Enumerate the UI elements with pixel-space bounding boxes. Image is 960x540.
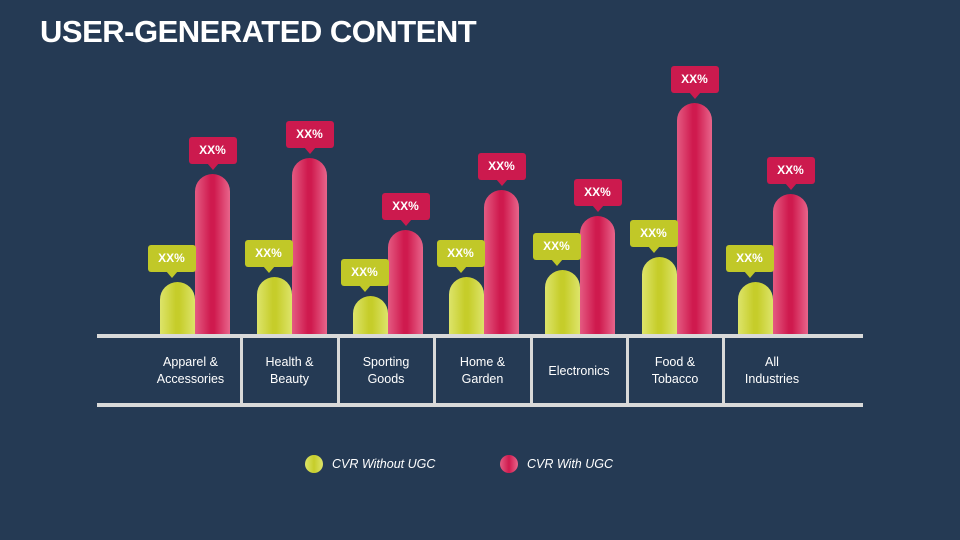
bar-without-ugc bbox=[738, 282, 773, 334]
legend-item-with-ugc: CVR With UGC bbox=[500, 455, 613, 473]
category-label-line2: Tobacco bbox=[651, 372, 699, 386]
legend-swatch-red-icon bbox=[500, 455, 518, 473]
legend-swatch-green-icon bbox=[305, 455, 323, 473]
category-label: Home & Garden bbox=[434, 338, 531, 404]
data-label-without-ugc: XX% bbox=[147, 245, 196, 278]
category-label-line2: Garden bbox=[461, 372, 504, 386]
category-label-line2: Industries bbox=[744, 372, 800, 386]
bar-with-ugc bbox=[195, 174, 230, 334]
category-label-line1: Health & bbox=[265, 355, 314, 369]
data-label-without-ugc: XX% bbox=[725, 245, 774, 278]
category-label-line2: Beauty bbox=[270, 372, 309, 386]
category-label-line1: Electronics bbox=[548, 363, 610, 378]
bar-with-ugc bbox=[388, 230, 423, 334]
category-label: Food & Tobacco bbox=[627, 338, 723, 404]
category-label: Sporting Goods bbox=[338, 338, 434, 404]
legend-item-without-ugc: CVR Without UGC bbox=[305, 455, 435, 473]
bar-with-ugc bbox=[677, 103, 712, 334]
category-label-line1: All bbox=[765, 355, 779, 369]
category-label-line1: Apparel & bbox=[163, 355, 218, 369]
bar-without-ugc bbox=[160, 282, 195, 334]
category-label-line1: Food & bbox=[654, 355, 696, 369]
page-title: USER-GENERATED CONTENT bbox=[40, 14, 477, 49]
category-label-line2: Goods bbox=[367, 372, 405, 386]
category-divider bbox=[337, 338, 340, 404]
bar-with-ugc bbox=[580, 216, 615, 334]
bar-without-ugc bbox=[353, 296, 388, 334]
data-label-with-ugc: XX% bbox=[188, 137, 237, 170]
data-label-with-ugc: XX% bbox=[670, 66, 719, 99]
category-label: Apparel & Accessories bbox=[140, 338, 241, 404]
legend-label: CVR With UGC bbox=[527, 457, 614, 471]
category-label: Health & Beauty bbox=[241, 338, 338, 404]
data-label-with-ugc: XX% bbox=[285, 121, 334, 154]
bar-without-ugc bbox=[449, 277, 484, 334]
data-label-without-ugc: XX% bbox=[244, 240, 293, 273]
x-axis-line bbox=[97, 334, 863, 338]
bar-with-ugc bbox=[484, 190, 519, 334]
data-label-with-ugc: XX% bbox=[766, 157, 815, 190]
bar-with-ugc bbox=[292, 158, 327, 334]
category-divider bbox=[240, 338, 243, 404]
data-label-without-ugc: XX% bbox=[629, 220, 678, 253]
data-label-without-ugc: XX% bbox=[436, 240, 485, 273]
bar-without-ugc bbox=[642, 257, 677, 334]
category-label-line1: Sporting bbox=[362, 355, 410, 369]
category-divider bbox=[722, 338, 725, 404]
bar-without-ugc bbox=[257, 277, 292, 334]
category-divider bbox=[626, 338, 629, 404]
bar-without-ugc bbox=[545, 270, 580, 334]
category-label: Electronics bbox=[531, 338, 627, 404]
category-label-line1: Home & bbox=[459, 355, 506, 369]
category-divider bbox=[530, 338, 533, 404]
bar-with-ugc bbox=[773, 194, 808, 334]
data-label-with-ugc: XX% bbox=[381, 193, 430, 226]
data-label-without-ugc: XX% bbox=[340, 259, 389, 292]
table-bottom-line bbox=[97, 403, 863, 407]
category-divider bbox=[433, 338, 436, 404]
data-label-with-ugc: XX% bbox=[477, 153, 526, 186]
category-label-line2: Accessories bbox=[156, 372, 225, 386]
data-label-with-ugc: XX% bbox=[573, 179, 622, 212]
legend-label: CVR Without UGC bbox=[332, 457, 436, 471]
category-label: All Industries bbox=[723, 338, 821, 404]
data-label-without-ugc: XX% bbox=[532, 233, 581, 266]
